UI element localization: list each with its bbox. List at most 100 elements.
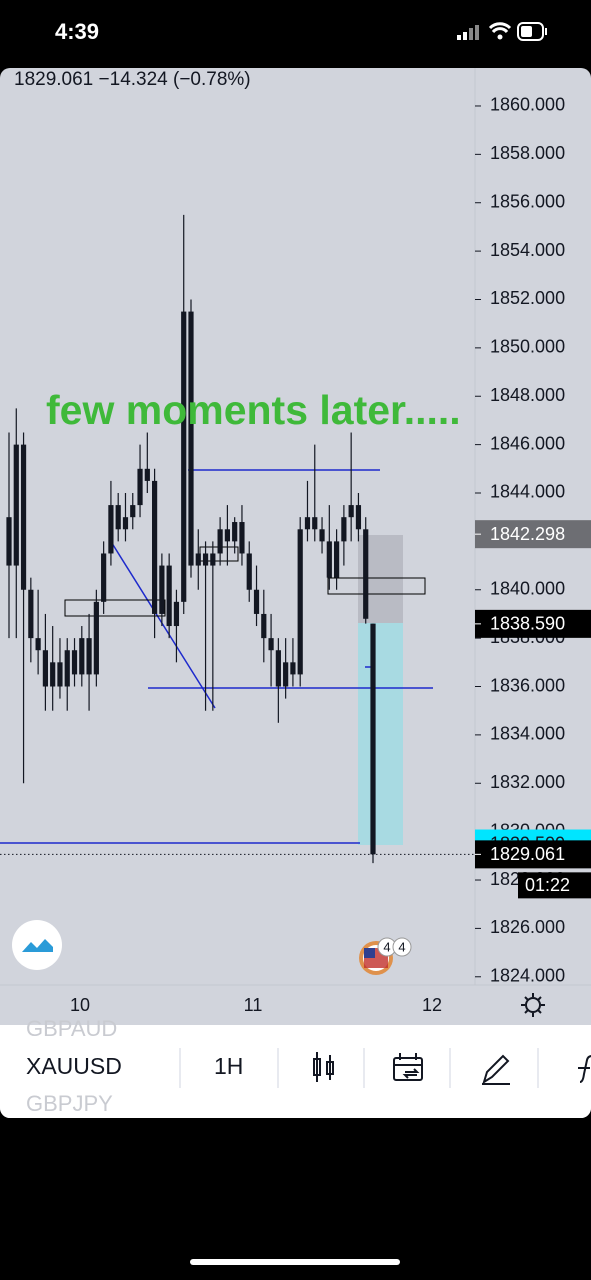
candle-body bbox=[210, 553, 216, 566]
toolbar-icons[interactable] bbox=[313, 1052, 591, 1085]
y-tick-label: 1856.000 bbox=[490, 191, 565, 211]
price-tag-label: 1829.061 bbox=[490, 844, 565, 864]
position-target bbox=[358, 623, 403, 845]
badge-count: 4 bbox=[398, 939, 405, 954]
candle-body bbox=[173, 601, 180, 627]
candle-body bbox=[28, 589, 34, 639]
status-time: 4:39 bbox=[55, 19, 99, 44]
candle-body bbox=[152, 480, 158, 614]
drawings bbox=[0, 469, 433, 844]
interval[interactable]: 1H bbox=[214, 1053, 243, 1079]
candle-body bbox=[217, 529, 223, 554]
candle-body bbox=[239, 522, 245, 554]
candle-body bbox=[232, 522, 238, 542]
candle-body bbox=[363, 529, 369, 619]
chart-bg bbox=[0, 68, 591, 1118]
price-tag bbox=[475, 520, 591, 549]
home-indicator bbox=[190, 1259, 400, 1265]
price-tag bbox=[475, 609, 591, 638]
symbol-next[interactable]: GBPJPY bbox=[26, 1091, 113, 1116]
event-badge bbox=[359, 937, 412, 975]
countdown-bg bbox=[518, 872, 591, 899]
settings-icon[interactable] bbox=[521, 993, 545, 1017]
candle-body bbox=[202, 553, 209, 566]
candle-body bbox=[181, 311, 187, 602]
candle-body bbox=[93, 601, 99, 675]
time-label: 11 bbox=[244, 995, 263, 1015]
candle-body bbox=[86, 638, 92, 675]
candle-body bbox=[268, 638, 274, 651]
y-tick-label: 1844.000 bbox=[490, 482, 565, 502]
y-tick-label: 1832.000 bbox=[490, 772, 565, 792]
candle-body bbox=[290, 662, 296, 675]
plot bbox=[0, 214, 475, 864]
candle-body bbox=[57, 662, 63, 687]
candle-body bbox=[319, 529, 325, 542]
price-tag-label: 1842.298 bbox=[490, 524, 565, 544]
candle-body bbox=[35, 638, 41, 651]
candle-body bbox=[50, 662, 56, 687]
candle-body bbox=[42, 650, 48, 687]
y-tick-label: 1840.000 bbox=[490, 579, 565, 599]
candle-body bbox=[6, 517, 12, 566]
y-tick-label: 1858.000 bbox=[490, 143, 565, 163]
candle-body bbox=[246, 553, 252, 590]
candle-body bbox=[283, 662, 289, 687]
candle-body bbox=[79, 638, 85, 675]
candle-body bbox=[348, 505, 354, 518]
candle-body bbox=[224, 529, 230, 542]
candle-body bbox=[115, 505, 121, 530]
y-tick-label: 1850.000 bbox=[490, 337, 565, 357]
annotation: few moments later..... bbox=[46, 387, 461, 433]
y-tick-label: 1826.000 bbox=[490, 917, 565, 937]
candle-body bbox=[188, 311, 194, 566]
candle-body bbox=[101, 553, 107, 602]
candle-body bbox=[304, 517, 311, 530]
candle-body bbox=[334, 541, 340, 578]
candle-body bbox=[253, 589, 260, 614]
price-tag bbox=[475, 840, 591, 869]
candle-body bbox=[275, 650, 281, 687]
time-label: 12 bbox=[422, 995, 442, 1015]
y-tick-label: 1836.000 bbox=[490, 675, 565, 695]
candle-body bbox=[122, 517, 129, 530]
candle-body bbox=[261, 613, 267, 639]
logo bbox=[12, 920, 62, 970]
candle-body bbox=[195, 553, 201, 566]
candle-body bbox=[370, 623, 376, 855]
candle-body bbox=[355, 505, 362, 530]
candle-body bbox=[108, 505, 114, 554]
badge-count: 4 bbox=[383, 939, 390, 954]
quote: 1829.061 −14.324 (−0.78%) bbox=[14, 69, 251, 90]
candle-body bbox=[144, 468, 150, 481]
toolbar-bg bbox=[0, 1025, 591, 1118]
candle-body bbox=[137, 468, 143, 506]
candle-body bbox=[20, 444, 27, 590]
time-label: 10 bbox=[70, 995, 90, 1015]
candle-body bbox=[341, 517, 347, 542]
candle-body bbox=[13, 444, 19, 566]
y-tick-label: 1854.000 bbox=[490, 240, 565, 260]
candle-body bbox=[64, 650, 70, 687]
candle-body bbox=[326, 541, 332, 578]
candle-body bbox=[159, 565, 165, 614]
status-icons bbox=[457, 22, 547, 41]
candle-body bbox=[166, 565, 172, 627]
countdown: 01:22 bbox=[525, 875, 570, 895]
y-tick-label: 1846.000 bbox=[490, 433, 565, 453]
symbol-prev[interactable]: GBPAUD bbox=[26, 1016, 117, 1041]
candle-body bbox=[312, 517, 318, 530]
candle-body bbox=[71, 650, 78, 675]
y-tick-label: 1860.000 bbox=[490, 95, 565, 115]
symbol[interactable]: XAUUSD bbox=[26, 1053, 122, 1079]
price-tag-label: 1838.590 bbox=[490, 614, 565, 634]
app bbox=[0, 68, 591, 1118]
y-tick-label: 1824.000 bbox=[490, 966, 565, 986]
y-tick-label: 1852.000 bbox=[490, 288, 565, 308]
y-tick-label: 1834.000 bbox=[490, 724, 565, 744]
candle-body bbox=[130, 505, 136, 518]
y-tick-label: 1848.000 bbox=[490, 385, 565, 405]
candle-body bbox=[297, 529, 303, 675]
